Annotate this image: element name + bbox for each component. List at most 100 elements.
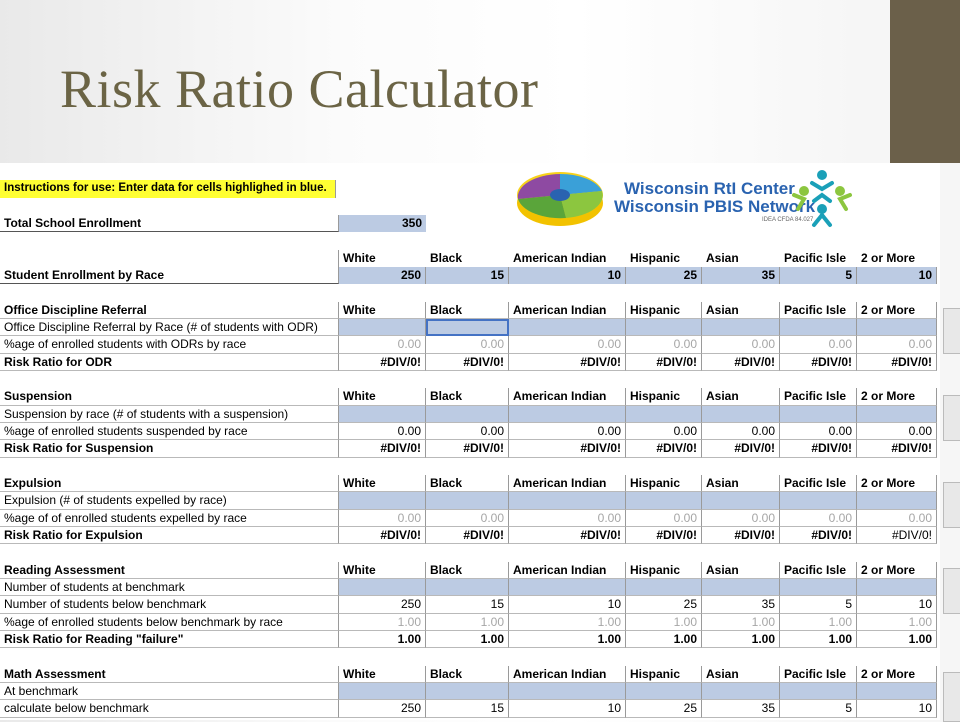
enrollment-input[interactable]: 10 — [857, 266, 937, 285]
total-enrollment-row: Total School Enrollment 350 — [0, 214, 940, 233]
input-cell[interactable] — [339, 578, 426, 597]
column-header-race: Hispanic — [630, 250, 681, 265]
wisconsin-logo: Wisconsin RtI Center Wisconsin PBIS Netw… — [514, 169, 864, 231]
expulsion-ratio-cell: #DIV/0! — [780, 526, 857, 545]
input-cell[interactable] — [780, 318, 857, 337]
total-enrollment-label: Total School Enrollment — [0, 214, 339, 233]
odr-ratio-cell: #DIV/0! — [339, 353, 426, 371]
suspension-ratio-cell: #DIV/0! — [702, 440, 780, 458]
reading-ratio-cell: 1.00 — [339, 630, 426, 649]
math-row: At benchmark — [0, 682, 940, 701]
input-cell[interactable] — [509, 405, 626, 423]
input-cell[interactable] — [339, 492, 426, 510]
input-cell[interactable] — [626, 492, 702, 510]
input-cell[interactable] — [626, 318, 702, 337]
odr-ratio-cell: #DIV/0! — [626, 353, 702, 371]
math-header-row: Math Assessment White Black American Indian… — [0, 665, 940, 683]
odr-pct-cell: 0.00 — [857, 336, 937, 354]
column-header-race: 2 or More — [857, 665, 937, 683]
input-cell[interactable] — [339, 318, 426, 337]
input-cell[interactable] — [339, 405, 426, 423]
row-label: Risk Ratio for ODR — [0, 353, 339, 371]
input-cell[interactable] — [857, 405, 937, 423]
input-cell[interactable] — [702, 318, 780, 337]
input-cell[interactable] — [426, 492, 509, 510]
input-cell[interactable] — [780, 405, 857, 423]
reading-below-cell: 15 — [426, 596, 509, 614]
reading-row: Risk Ratio for Reading "failure" 1.00 1.00… — [0, 630, 940, 649]
row-label: Risk Ratio for Reading "failure" — [0, 630, 339, 649]
input-cell[interactable] — [426, 682, 509, 701]
reading-pct-cell: 1.00 — [780, 613, 857, 631]
enrollment-input[interactable]: 5 — [780, 266, 857, 285]
reading-pct-cell: 1.00 — [857, 613, 937, 631]
input-cell[interactable] — [702, 578, 780, 597]
edge-tab — [943, 672, 960, 722]
enrollment-input[interactable]: 15 — [426, 266, 509, 285]
total-enrollment-input[interactable]: 350 — [339, 214, 426, 233]
input-cell[interactable] — [426, 405, 509, 423]
math-below-cell: 5 — [780, 700, 857, 718]
selected-input-cell[interactable] — [426, 318, 509, 337]
column-header-race: 2 or More — [861, 250, 916, 265]
column-header-race: American Indian — [509, 665, 626, 683]
odr-ratio-cell: #DIV/0! — [780, 353, 857, 371]
suspension-pct-cell: 0.00 — [626, 422, 702, 441]
row-label: Office Discipline Referral by Race (# of… — [0, 318, 339, 337]
row-label: Office Discipline Referral — [0, 301, 339, 319]
input-cell[interactable] — [780, 682, 857, 701]
input-cell[interactable] — [780, 578, 857, 597]
column-header-race: 2 or More — [857, 388, 937, 406]
column-header-race: Black — [426, 561, 509, 579]
row-label: Expulsion — [0, 474, 339, 493]
input-cell[interactable] — [509, 492, 626, 510]
enrollment-input[interactable]: 25 — [626, 266, 702, 285]
input-cell[interactable] — [702, 682, 780, 701]
input-cell[interactable] — [857, 492, 937, 510]
odr-ratio-cell: #DIV/0! — [702, 353, 780, 371]
input-cell[interactable] — [702, 405, 780, 423]
input-cell[interactable] — [626, 405, 702, 423]
enrollment-input[interactable]: 10 — [509, 266, 626, 285]
instructions-text: Instructions for use: Enter data for cel… — [0, 180, 336, 198]
row-label: %age of of enrolled students expelled by… — [0, 509, 339, 527]
input-cell[interactable] — [702, 492, 780, 510]
suspension-row: Risk Ratio for Suspension #DIV/0! #DIV/0! #… — [0, 440, 940, 458]
expulsion-pct-cell: 0.00 — [509, 509, 626, 527]
suspension-pct-cell: 0.00 — [780, 422, 857, 441]
column-header-race: Hispanic — [626, 388, 702, 406]
input-cell[interactable] — [509, 578, 626, 597]
reading-below-cell: 35 — [702, 596, 780, 614]
row-label: Risk Ratio for Suspension — [0, 440, 339, 458]
input-cell[interactable] — [339, 682, 426, 701]
input-cell[interactable] — [626, 682, 702, 701]
suspension-ratio-cell: #DIV/0! — [426, 440, 509, 458]
input-cell[interactable] — [857, 682, 937, 701]
input-cell[interactable] — [426, 578, 509, 597]
input-cell[interactable] — [509, 318, 626, 337]
reading-pct-cell: 1.00 — [702, 613, 780, 631]
column-header-race: Pacific Isle — [780, 474, 857, 493]
reading-ratio-cell: 1.00 — [702, 630, 780, 649]
suspension-pct-cell: 0.00 — [339, 422, 426, 441]
suspension-pct-cell: 0.00 — [426, 422, 509, 441]
odr-header-row: Office Discipline Referral White Black Amer… — [0, 301, 940, 319]
input-cell[interactable] — [857, 318, 937, 337]
input-cell[interactable] — [626, 578, 702, 597]
enrollment-input[interactable]: 250 — [339, 266, 426, 285]
expulsion-pct-cell: 0.00 — [857, 509, 937, 527]
column-header-race: White — [343, 250, 376, 265]
expulsion-ratio-cell: #DIV/0! — [702, 526, 780, 545]
reading-pct-cell: 1.00 — [509, 613, 626, 631]
input-cell[interactable] — [857, 578, 937, 597]
column-header-race: Asian — [702, 388, 780, 406]
reading-row: %age of enrolled students below benchmar… — [0, 613, 940, 631]
math-row: calculate below benchmark 250 15 10 25 35 5 10 — [0, 700, 940, 718]
row-label: %age of enrolled students below benchmar… — [0, 613, 339, 631]
enrollment-input[interactable]: 35 — [702, 266, 780, 285]
input-cell[interactable] — [509, 682, 626, 701]
column-header-race: White — [339, 301, 426, 319]
spreadsheet[interactable]: Wisconsin RtI Center Wisconsin PBIS Netw… — [0, 163, 940, 720]
input-cell[interactable] — [780, 492, 857, 510]
expulsion-ratio-cell: #DIV/0! — [509, 526, 626, 545]
